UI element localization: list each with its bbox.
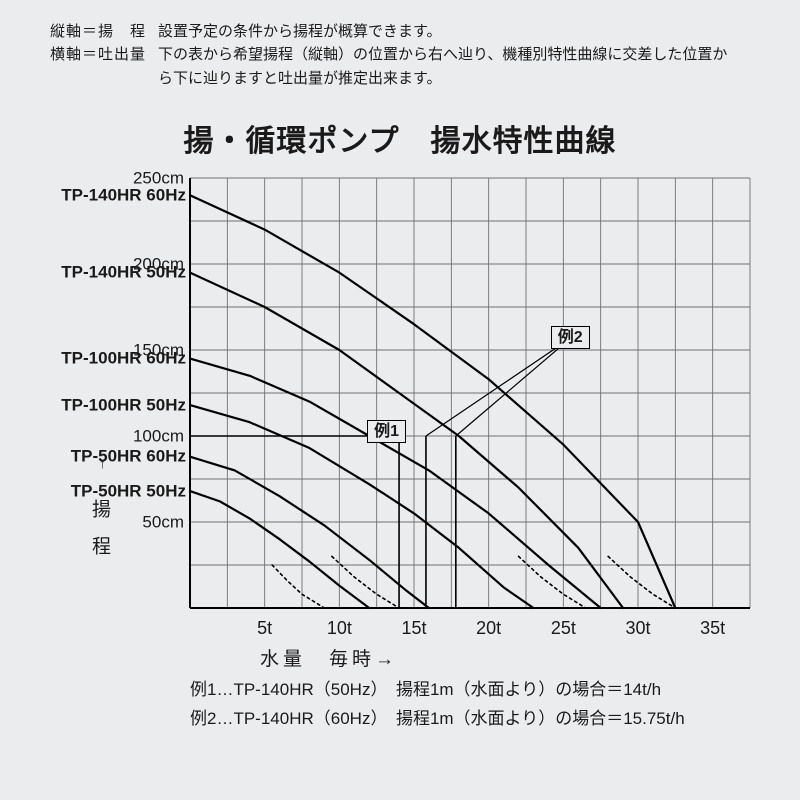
xtick-label: 5t <box>257 618 272 639</box>
annotation-ex2: 例2 <box>551 326 590 349</box>
ytick-label: 250cm <box>133 169 184 186</box>
xtick-label: 25t <box>551 618 576 639</box>
series-label: TP-140HR 50Hz <box>61 264 186 281</box>
series-label: TP-100HR 50Hz <box>61 396 186 413</box>
series-label: TP-100HR 60Hz <box>61 350 186 367</box>
footnotes: 例1…TP-140HR（50Hz） 揚程1m（水面より）の場合＝14t/h 例2… <box>190 676 750 734</box>
xtick-label: 10t <box>327 618 352 639</box>
series-label: TP-50HR 60Hz <box>71 448 186 465</box>
series-label: TP-140HR 60Hz <box>61 186 186 203</box>
header-row2-text: 下の表から希望揚程（縦軸）の位置から右へ辿り、機種別特性曲線に交差した位置から下… <box>158 43 750 90</box>
pump-characteristic-chart: 50cm100cm150cm200cm250cmTP-140HR 60HzTP-… <box>50 168 750 610</box>
xtick-label: 20t <box>476 618 501 639</box>
header-block: 縦軸＝揚 程 設置予定の条件から揚程が概算できます。 横軸＝吐出量 下の表から希… <box>50 20 750 90</box>
xtick-label: 35t <box>700 618 725 639</box>
chart-title: 揚・循環ポンプ 揚水特性曲線 <box>50 116 750 160</box>
annotation-ex1: 例1 <box>367 420 406 443</box>
xtick-label: 30t <box>625 618 650 639</box>
ytick-label: 50cm <box>142 513 184 530</box>
ytick-label: 100cm <box>133 427 184 444</box>
footnote-ex1: 例1…TP-140HR（50Hz） 揚程1m（水面より）の場合＝14t/h <box>190 676 750 705</box>
yaxis-title: 揚程 <box>78 499 120 573</box>
header-row2-label: 横軸＝吐出量 <box>50 43 158 90</box>
footnote-ex2: 例2…TP-140HR（60Hz） 揚程1m（水面より）の場合＝15.75t/h <box>190 705 750 734</box>
header-row1-text: 設置予定の条件から揚程が概算できます。 <box>158 20 750 43</box>
xtick-label: 15t <box>401 618 426 639</box>
xaxis-title: 水量 毎時→ <box>260 644 398 671</box>
header-row1-label: 縦軸＝揚 程 <box>50 20 158 43</box>
series-label: TP-50HR 50Hz <box>71 482 186 499</box>
yaxis-arrow-icon: ↑ <box>99 455 106 471</box>
